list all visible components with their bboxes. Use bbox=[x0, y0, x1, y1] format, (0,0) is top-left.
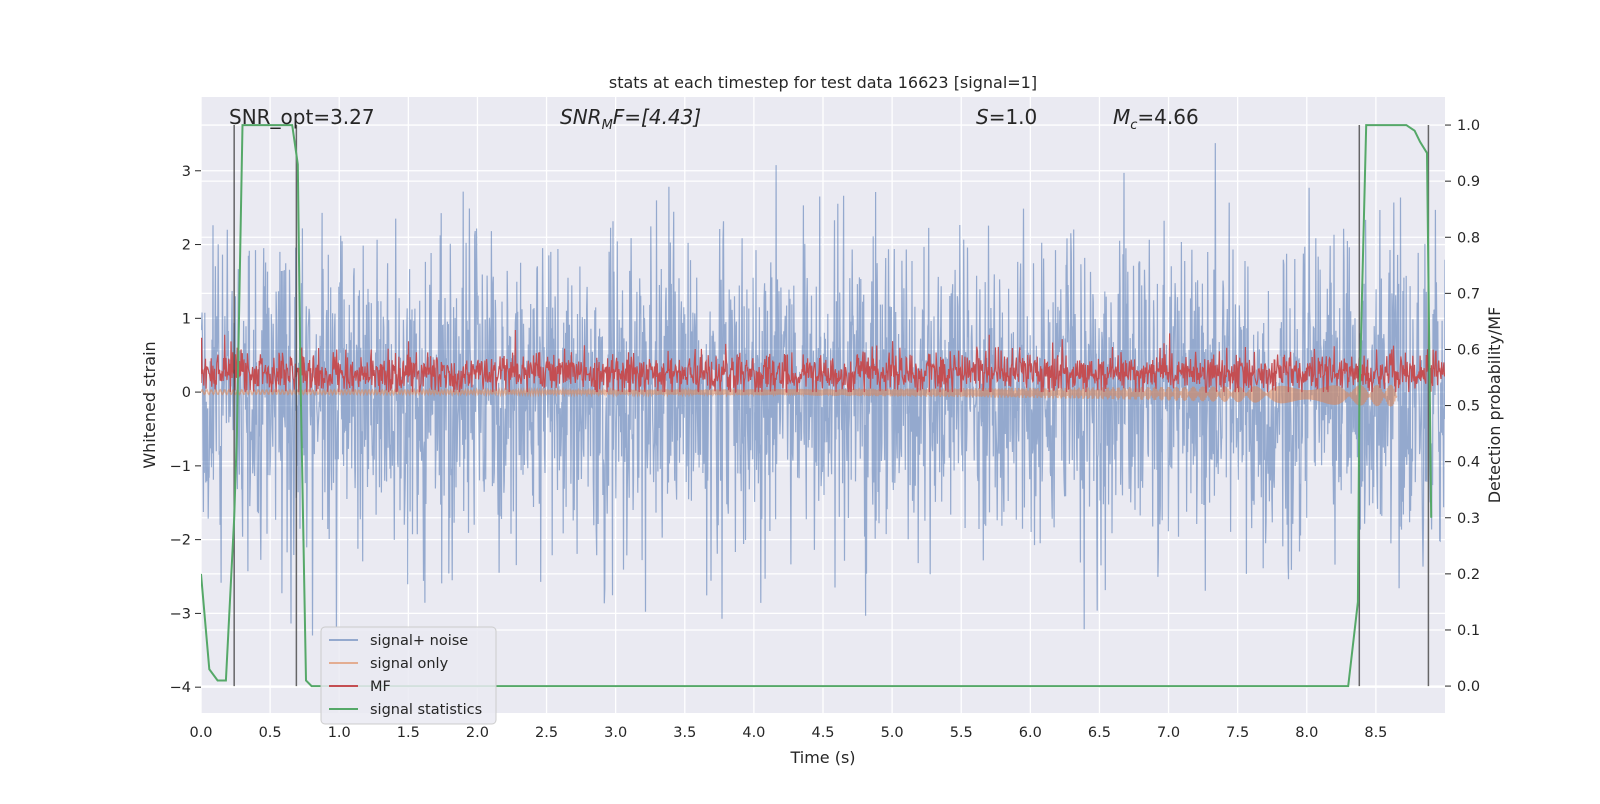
left-y-tick-label: −1 bbox=[170, 459, 191, 475]
left-y-tick-label: −3 bbox=[170, 606, 191, 622]
chart-title: stats at each timestep for test data 166… bbox=[609, 73, 1037, 92]
left-y-axis-ticks: −4 −3 −2 −1 0 1 2 3 bbox=[170, 164, 201, 696]
legend-label-signal-noise: signal+ noise bbox=[370, 633, 468, 649]
right-y-tick-label: 0.6 bbox=[1457, 342, 1480, 358]
left-y-tick-label: 2 bbox=[182, 238, 191, 254]
series-signal-statistics bbox=[201, 124, 1433, 688]
x-tick-label: 8.0 bbox=[1295, 725, 1318, 741]
x-tick-label: 7.0 bbox=[1157, 725, 1180, 741]
legend-box bbox=[320, 626, 497, 725]
x-tick-label: 5.5 bbox=[950, 725, 973, 741]
legend-label-signal-only: signal only bbox=[370, 656, 449, 672]
right-y-axis-label: Detection probability/MF bbox=[1485, 307, 1504, 504]
x-tick-label: 1.0 bbox=[328, 725, 351, 741]
x-tick-label: 5.0 bbox=[881, 725, 904, 741]
x-tick-label: 6.0 bbox=[1019, 725, 1042, 741]
x-tick-label: 7.5 bbox=[1226, 725, 1249, 741]
left-y-tick-label: 3 bbox=[182, 164, 191, 180]
x-tick-label: 2.0 bbox=[466, 725, 489, 741]
legend-item-mf: MF bbox=[329, 679, 391, 695]
right-y-tick-label: 0.0 bbox=[1457, 679, 1480, 695]
left-y-tick-label: 0 bbox=[182, 385, 191, 401]
right-y-tick-label: 0.5 bbox=[1457, 399, 1480, 415]
right-y-tick-label: 0.3 bbox=[1457, 511, 1480, 527]
left-y-tick-label: −2 bbox=[170, 533, 191, 549]
right-y-tick-label: 0.7 bbox=[1457, 286, 1480, 302]
right-y-tick-label: 0.9 bbox=[1457, 174, 1480, 190]
right-y-tick-label: 0.1 bbox=[1457, 623, 1480, 639]
series-mf bbox=[201, 329, 1445, 393]
legend: signal+ noise signal only MF signal stat… bbox=[320, 626, 497, 725]
x-tick-label: 4.0 bbox=[742, 725, 765, 741]
x-tick-label: 1.5 bbox=[397, 725, 420, 741]
annotation-mc: Mc=4.66 bbox=[1113, 105, 1199, 133]
annotation-snr-mf: SNRMF=[4.43] bbox=[560, 105, 701, 133]
legend-item-signal-statistics: signal statistics bbox=[329, 702, 482, 718]
x-tick-label: 6.5 bbox=[1088, 725, 1111, 741]
series-signal-only bbox=[201, 384, 1398, 407]
legend-label-signal-statistics: signal statistics bbox=[370, 702, 482, 718]
left-y-axis-label: Whitened strain bbox=[140, 341, 159, 468]
x-tick-label: 0.0 bbox=[189, 725, 212, 741]
series-layer bbox=[201, 124, 1445, 688]
legend-label-mf: MF bbox=[370, 679, 391, 695]
annotation-s: S=1.0 bbox=[976, 105, 1037, 129]
right-y-tick-label: 0.2 bbox=[1457, 567, 1480, 583]
legend-item-signal-noise: signal+ noise bbox=[329, 633, 468, 649]
left-y-tick-label: −4 bbox=[170, 680, 191, 696]
x-tick-label: 4.5 bbox=[811, 725, 834, 741]
x-tick-label: 2.5 bbox=[535, 725, 558, 741]
x-tick-label: 3.5 bbox=[673, 725, 696, 741]
annotation-snr-opt: SNR_opt=3.27 bbox=[229, 105, 375, 129]
series-signal-noise bbox=[201, 143, 1445, 636]
right-y-tick-label: 0.8 bbox=[1457, 230, 1480, 246]
x-tick-label: 0.5 bbox=[259, 725, 282, 741]
x-tick-label: 8.5 bbox=[1364, 725, 1387, 741]
x-axis-ticks: 0.0 0.5 1.0 1.5 2.0 2.5 3.0 3.5 4.0 4.5 5.0 5.5 6.0 6… bbox=[189, 725, 1387, 741]
x-tick-label: 3.0 bbox=[604, 725, 627, 741]
x-axis-label: Time (s) bbox=[789, 748, 855, 767]
right-y-axis-ticks: 0.0 0.1 0.2 0.3 0.4 0.5 0.6 0.7 0.8 0.9 1.0 bbox=[1445, 118, 1480, 695]
right-y-tick-label: 1.0 bbox=[1457, 118, 1480, 134]
right-y-tick-label: 0.4 bbox=[1457, 455, 1480, 471]
legend-item-signal-only: signal only bbox=[329, 656, 449, 672]
left-y-tick-label: 1 bbox=[182, 311, 191, 327]
